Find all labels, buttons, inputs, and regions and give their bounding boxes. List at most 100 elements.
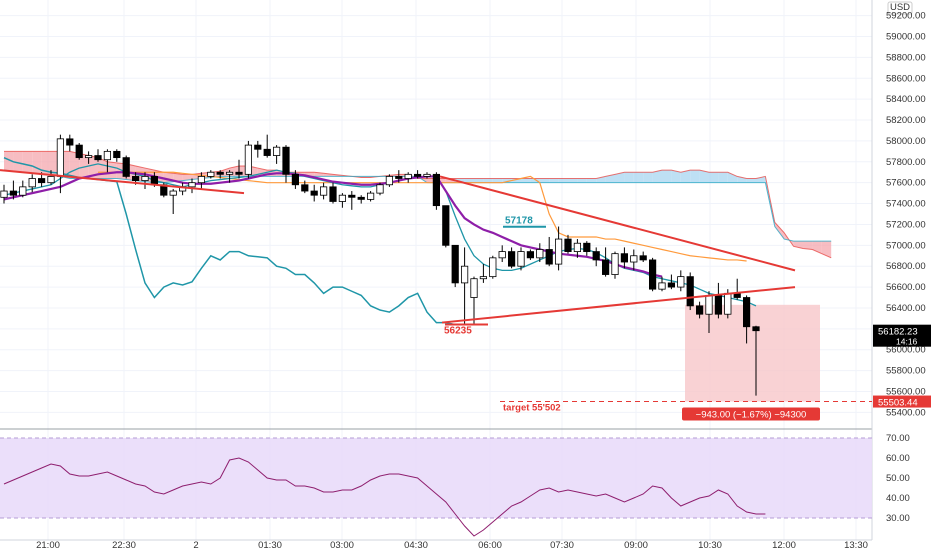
y-tick-label: 56000.00 bbox=[886, 345, 926, 356]
cloud-segment bbox=[549, 178, 559, 183]
trendlines[interactable] bbox=[0, 169, 796, 326]
candle-body bbox=[66, 138, 74, 146]
candle-body bbox=[366, 192, 375, 200]
candle-body bbox=[724, 292, 732, 315]
x-tick-label: 10:30 bbox=[698, 540, 722, 550]
x-tick-label: 13:30 bbox=[844, 540, 868, 550]
x-tick-label: 06:00 bbox=[478, 540, 502, 550]
candle-body bbox=[583, 242, 591, 252]
x-tick-label: 01:30 bbox=[258, 540, 282, 550]
y-tick-label: 56800.00 bbox=[886, 261, 926, 272]
candle-body bbox=[432, 173, 441, 207]
currency-label: USD bbox=[890, 2, 910, 13]
cloud-segment bbox=[88, 155, 98, 179]
rsi-tick-label: 30.00 bbox=[886, 513, 910, 524]
cloud-segment bbox=[22, 151, 33, 174]
cloud-segment bbox=[483, 178, 493, 183]
candle-body bbox=[338, 194, 347, 202]
candle-body bbox=[498, 251, 506, 259]
candle-body bbox=[207, 171, 215, 177]
position-badge bbox=[682, 407, 820, 421]
y-tick-label: 57000.00 bbox=[886, 240, 926, 251]
candle-body bbox=[696, 305, 704, 315]
candle-body bbox=[479, 276, 488, 280]
y-tick-label: 57200.00 bbox=[886, 219, 926, 230]
position-label: −943.00 (−1.67%) −94300 bbox=[696, 410, 807, 421]
candle-body bbox=[536, 249, 544, 259]
candle-body bbox=[658, 282, 666, 290]
cloud-segment bbox=[774, 222, 785, 240]
annotations: 57178 56235 target 55'502 −943.00 (−1.67%) … bbox=[444, 216, 820, 421]
y-tick-label: 55800.00 bbox=[886, 366, 926, 377]
resistance-trendline-early bbox=[0, 169, 245, 195]
cloud-segment bbox=[727, 172, 738, 183]
candle-body bbox=[9, 190, 17, 196]
cloud-segment bbox=[615, 172, 625, 183]
candle-body bbox=[56, 138, 65, 177]
cloud-segment bbox=[821, 241, 832, 258]
candle-body bbox=[442, 205, 450, 246]
time-axis[interactable]: 21:00 22:30 2 01:30 03:00 04:30 06:00 07:30 09:0… bbox=[36, 540, 868, 550]
cloud-segment bbox=[605, 174, 615, 183]
candle-body bbox=[649, 259, 657, 290]
current-price-badge bbox=[873, 324, 931, 347]
rsi-tick-label: 40.00 bbox=[886, 493, 910, 504]
cloud-segment bbox=[417, 176, 427, 183]
cloud-segment bbox=[624, 172, 634, 183]
y-tick-label: 56400.00 bbox=[886, 303, 926, 314]
rsi-tick-label: 70.00 bbox=[886, 433, 910, 444]
rsi-tick-label: 60.00 bbox=[886, 453, 910, 464]
short-position-box[interactable] bbox=[500, 304, 872, 403]
y-tick-label: 55600.00 bbox=[886, 386, 926, 397]
candle-body bbox=[470, 278, 478, 298]
cloud-segment bbox=[671, 170, 681, 183]
candle-body bbox=[743, 297, 751, 328]
cloud-segment bbox=[558, 178, 568, 183]
y-tick-label: 58000.00 bbox=[886, 136, 926, 147]
candle-body bbox=[197, 176, 205, 184]
cloud-segment bbox=[79, 153, 89, 179]
cloud-segment bbox=[709, 172, 719, 183]
candle-body bbox=[526, 251, 535, 259]
y-tick-label: 58800.00 bbox=[886, 52, 926, 63]
resistance-trendline bbox=[439, 175, 796, 272]
y-tick-label: 58200.00 bbox=[886, 115, 926, 126]
cloud-segment bbox=[746, 178, 756, 183]
candle-body bbox=[385, 176, 394, 186]
candle-body bbox=[620, 253, 629, 263]
cloud-segment bbox=[596, 176, 606, 183]
candle-body bbox=[75, 144, 83, 159]
candle-body bbox=[667, 282, 676, 288]
y-tick-label: 57400.00 bbox=[886, 199, 926, 210]
candle-body bbox=[451, 244, 459, 284]
cloud-segment bbox=[699, 170, 709, 183]
candle-body bbox=[348, 194, 356, 198]
cloud-segment bbox=[812, 241, 822, 254]
cloud-segment bbox=[173, 173, 183, 182]
candle-body bbox=[188, 182, 196, 188]
cloud-segment bbox=[586, 178, 597, 183]
candle-body bbox=[301, 184, 309, 192]
cloud-segment bbox=[41, 151, 51, 176]
cloud-segment bbox=[652, 170, 662, 183]
candle-body bbox=[122, 157, 130, 177]
candle-body bbox=[113, 150, 121, 159]
candle-body bbox=[310, 190, 318, 196]
candle-body bbox=[282, 146, 290, 175]
candle-body bbox=[545, 249, 553, 265]
cloud-segment bbox=[633, 172, 644, 183]
candle-body bbox=[507, 251, 516, 267]
rsi-band bbox=[0, 438, 872, 518]
candle-body bbox=[28, 178, 36, 188]
candle-body bbox=[376, 184, 384, 194]
cloud-segment bbox=[803, 241, 813, 250]
support-trendline bbox=[441, 286, 796, 324]
candle-body bbox=[630, 255, 638, 263]
candle-body bbox=[705, 295, 713, 315]
y-tick-label: 57800.00 bbox=[886, 157, 926, 168]
rsi-line bbox=[3, 457, 766, 537]
currency-box bbox=[887, 1, 913, 15]
cloud-segment bbox=[32, 151, 42, 175]
